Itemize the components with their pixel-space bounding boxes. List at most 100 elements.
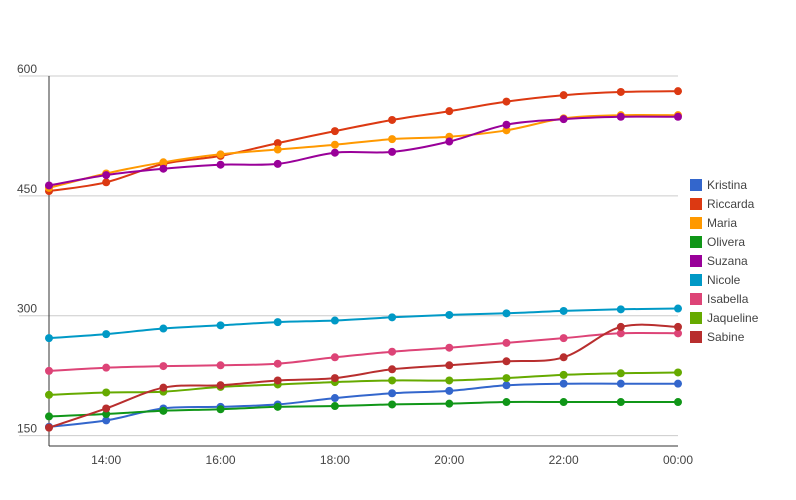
data-point-riccarda[interactable]: [674, 87, 682, 96]
legend-item-sabine[interactable]: Sabine: [690, 330, 745, 344]
data-point-maria[interactable]: [159, 158, 168, 167]
data-point-sabine[interactable]: [102, 404, 111, 413]
data-point-isabella[interactable]: [273, 359, 282, 368]
data-point-nicole[interactable]: [388, 313, 397, 322]
data-point-sabine[interactable]: [273, 376, 282, 385]
data-point-sabine[interactable]: [445, 361, 454, 370]
data-point-suzana[interactable]: [330, 148, 339, 157]
data-point-kristina[interactable]: [330, 394, 339, 403]
data-point-isabella[interactable]: [616, 329, 625, 338]
data-point-olivera[interactable]: [159, 406, 168, 415]
data-point-isabella[interactable]: [216, 361, 225, 370]
data-point-maria[interactable]: [330, 140, 339, 149]
legend-item-maria[interactable]: Maria: [690, 216, 737, 230]
data-point-olivera[interactable]: [102, 410, 111, 419]
data-point-kristina[interactable]: [388, 389, 397, 398]
data-point-kristina[interactable]: [674, 379, 682, 388]
data-point-sabine[interactable]: [388, 365, 397, 374]
data-point-kristina[interactable]: [616, 379, 625, 388]
data-point-jaqueline[interactable]: [616, 369, 625, 378]
data-point-maria[interactable]: [216, 150, 225, 159]
data-point-nicole[interactable]: [445, 310, 454, 319]
data-point-jaqueline[interactable]: [502, 374, 511, 383]
data-point-olivera[interactable]: [445, 399, 454, 408]
data-point-olivera[interactable]: [502, 398, 511, 407]
data-point-nicole[interactable]: [45, 334, 53, 343]
data-point-olivera[interactable]: [273, 402, 282, 411]
data-point-jaqueline[interactable]: [559, 370, 568, 379]
data-point-olivera[interactable]: [559, 398, 568, 407]
data-point-sabine[interactable]: [616, 322, 625, 331]
data-point-sabine[interactable]: [502, 357, 511, 366]
data-point-olivera[interactable]: [216, 405, 225, 414]
data-point-nicole[interactable]: [273, 318, 282, 327]
data-point-riccarda[interactable]: [616, 87, 625, 96]
data-point-nicole[interactable]: [559, 306, 568, 315]
data-point-olivera[interactable]: [330, 402, 339, 411]
data-point-sabine[interactable]: [159, 383, 168, 392]
data-point-jaqueline[interactable]: [445, 376, 454, 385]
data-point-jaqueline[interactable]: [45, 390, 53, 399]
data-point-isabella[interactable]: [388, 347, 397, 356]
legend-item-isabella[interactable]: Isabella: [690, 292, 749, 306]
data-point-jaqueline[interactable]: [674, 368, 682, 377]
data-point-riccarda[interactable]: [559, 91, 568, 100]
data-point-suzana[interactable]: [559, 115, 568, 124]
data-point-riccarda[interactable]: [445, 107, 454, 116]
data-point-kristina[interactable]: [445, 386, 454, 395]
data-point-olivera[interactable]: [674, 398, 682, 407]
data-point-sabine[interactable]: [674, 322, 682, 331]
data-point-suzana[interactable]: [45, 181, 53, 190]
data-point-maria[interactable]: [388, 135, 397, 144]
data-point-isabella[interactable]: [502, 338, 511, 347]
legend-item-kristina[interactable]: Kristina: [690, 178, 747, 192]
data-point-suzana[interactable]: [674, 112, 682, 121]
legend-item-olivera[interactable]: Olivera: [690, 235, 745, 249]
data-point-nicole[interactable]: [674, 304, 682, 313]
legend-item-jaqueline[interactable]: Jaqueline: [690, 311, 759, 325]
data-point-riccarda[interactable]: [502, 97, 511, 106]
data-point-suzana[interactable]: [388, 147, 397, 156]
data-point-jaqueline[interactable]: [388, 376, 397, 385]
data-point-riccarda[interactable]: [273, 139, 282, 148]
data-point-suzana[interactable]: [273, 159, 282, 168]
data-point-nicole[interactable]: [502, 309, 511, 318]
data-point-sabine[interactable]: [559, 353, 568, 362]
data-point-suzana[interactable]: [216, 160, 225, 169]
data-point-riccarda[interactable]: [330, 127, 339, 136]
data-point-nicole[interactable]: [159, 324, 168, 333]
data-point-olivera[interactable]: [388, 400, 397, 409]
data-point-nicole[interactable]: [102, 330, 111, 339]
data-point-sabine[interactable]: [330, 374, 339, 383]
legend-item-nicole[interactable]: Nicole: [690, 273, 741, 287]
data-point-maria[interactable]: [502, 126, 511, 135]
data-point-isabella[interactable]: [330, 353, 339, 362]
legend-item-suzana[interactable]: Suzana: [690, 254, 748, 268]
data-point-sabine[interactable]: [216, 381, 225, 390]
data-point-suzana[interactable]: [445, 137, 454, 146]
legend-item-riccarda[interactable]: Riccarda: [690, 197, 755, 211]
data-point-kristina[interactable]: [559, 379, 568, 388]
data-point-olivera[interactable]: [45, 412, 53, 421]
data-point-nicole[interactable]: [330, 316, 339, 325]
data-point-isabella[interactable]: [674, 329, 682, 338]
data-point-isabella[interactable]: [559, 334, 568, 343]
data-point-riccarda[interactable]: [102, 178, 111, 187]
data-point-isabella[interactable]: [45, 366, 53, 375]
data-point-kristina[interactable]: [102, 416, 111, 425]
data-point-riccarda[interactable]: [388, 115, 397, 124]
data-point-olivera[interactable]: [616, 398, 625, 407]
data-point-nicole[interactable]: [216, 321, 225, 330]
data-point-maria[interactable]: [273, 145, 282, 154]
data-point-isabella[interactable]: [102, 363, 111, 372]
data-point-sabine[interactable]: [45, 423, 53, 432]
data-point-isabella[interactable]: [159, 362, 168, 371]
data-point-suzana[interactable]: [616, 112, 625, 121]
data-point-suzana[interactable]: [159, 164, 168, 173]
data-point-kristina[interactable]: [502, 381, 511, 390]
data-point-jaqueline[interactable]: [102, 388, 111, 397]
data-point-suzana[interactable]: [102, 171, 111, 180]
data-point-suzana[interactable]: [502, 120, 511, 129]
data-point-nicole[interactable]: [616, 305, 625, 314]
data-point-isabella[interactable]: [445, 343, 454, 352]
